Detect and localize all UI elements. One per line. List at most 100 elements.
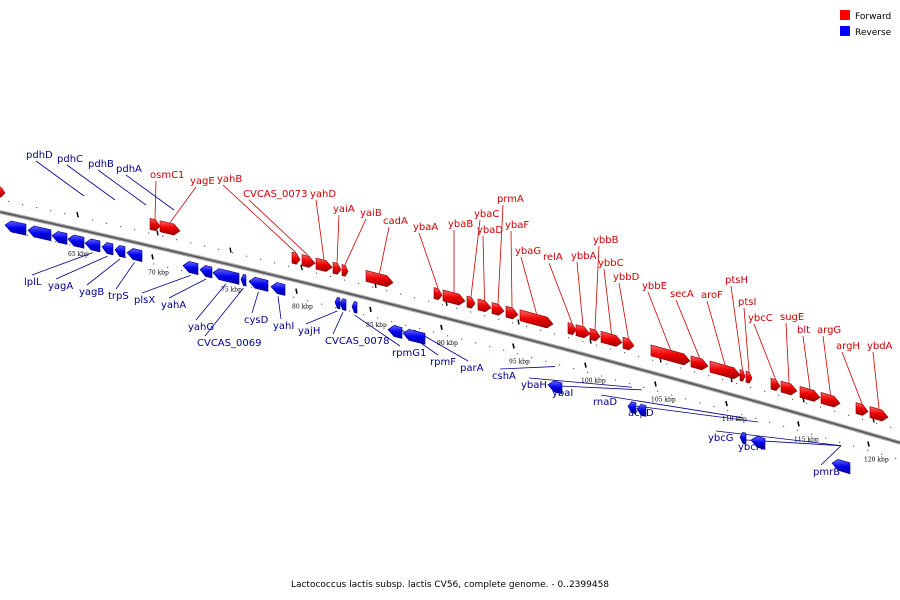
label-para[interactable]: parA — [460, 363, 484, 374]
gene-ybab-forward[interactable] — [442, 289, 466, 306]
gene-ybac-forward[interactable] — [466, 295, 476, 309]
label-cvcas-0069[interactable]: CVCAS_0069 — [197, 338, 261, 349]
gene-yahd-forward[interactable] — [315, 257, 333, 272]
gene-ybbb-forward[interactable] — [589, 328, 601, 342]
gene-reverse-18[interactable] — [402, 328, 426, 345]
gene-reverse-17[interactable] — [387, 325, 403, 339]
gene-reverse-12[interactable] — [248, 276, 269, 292]
label-ybba[interactable]: ybbA — [571, 251, 597, 262]
label-pdhd[interactable]: pdhD — [26, 150, 53, 161]
gene-reverse-9[interactable] — [199, 265, 213, 279]
label-ybbc[interactable]: ybbC — [598, 258, 624, 269]
gene-prma-forward[interactable] — [491, 302, 505, 316]
label-ybbe[interactable]: ybbE — [642, 281, 667, 292]
gene-ybag-forward[interactable] — [519, 309, 554, 329]
gene-reverse-21[interactable] — [636, 403, 647, 417]
label-yage[interactable]: yagE — [190, 176, 215, 187]
gene-reverse-2[interactable] — [51, 231, 68, 245]
gene-ybba-forward[interactable] — [575, 324, 591, 339]
label-argh[interactable]: argH — [836, 341, 860, 352]
gene-rela-forward[interactable] — [567, 322, 577, 336]
gene-reverse-8[interactable] — [182, 261, 199, 275]
gene-ybaa-forward[interactable] — [433, 287, 443, 301]
gene-ybbe-forward[interactable] — [650, 344, 691, 366]
gene-ybda-forward[interactable] — [869, 406, 889, 422]
gene-reverse-4[interactable] — [84, 238, 101, 253]
label-yaha[interactable]: yahA — [161, 300, 186, 311]
gene-yage-forward[interactable] — [159, 220, 181, 236]
label-cada[interactable]: cadA — [383, 216, 408, 227]
gene-ybbd-forward[interactable] — [622, 336, 635, 351]
label-csha[interactable]: cshA — [492, 371, 516, 382]
label-prma[interactable]: prmA — [497, 194, 524, 205]
gene-reverse-20[interactable] — [627, 401, 637, 415]
gene-reverse-24[interactable] — [831, 458, 851, 475]
label-ybag[interactable]: ybaG — [515, 246, 541, 257]
label-pdhc[interactable]: pdhC — [57, 154, 83, 165]
label-ybch[interactable]: ybcH — [738, 442, 763, 453]
label-cysd[interactable]: cysD — [244, 315, 269, 326]
label-plsx[interactable]: plsX — [134, 295, 155, 306]
label-cvcas-0078[interactable]: CVCAS_0078 — [325, 336, 389, 347]
label-ybac[interactable]: ybaC — [474, 209, 499, 220]
gene-ybcc-forward[interactable] — [770, 377, 781, 391]
gene-blt-forward[interactable] — [799, 386, 821, 402]
gene-yahb-forward[interactable] — [291, 251, 301, 265]
gene-reverse-14[interactable] — [334, 296, 341, 310]
gene-reverse-6[interactable] — [114, 245, 126, 258]
label-osmc1[interactable]: osmC1 — [150, 170, 184, 181]
label-ybaa[interactable]: ybaA — [413, 222, 438, 233]
gene-reverse-1[interactable] — [27, 225, 52, 242]
gene-ybaf-forward[interactable] — [505, 305, 519, 320]
label-argg[interactable]: argG — [817, 325, 841, 336]
label-yajh[interactable]: yajH — [298, 326, 320, 337]
label-ybai[interactable]: ybaI — [552, 388, 573, 399]
label-yahi[interactable]: yahI — [273, 321, 294, 332]
label-ybah[interactable]: ybaH — [521, 380, 547, 391]
label-pmrb[interactable]: pmrB — [813, 467, 840, 478]
label-arof[interactable]: aroF — [701, 290, 723, 301]
gene-reverse-3[interactable] — [67, 234, 85, 249]
gene-ptsh-forward[interactable] — [739, 369, 746, 382]
gene-reverse-22[interactable] — [739, 431, 747, 445]
label-trps[interactable]: trpS — [108, 291, 129, 302]
gene-reverse-15[interactable] — [339, 298, 347, 311]
label-suge[interactable]: sugE — [780, 312, 804, 323]
label-rpmg1[interactable]: rpmG1 — [392, 348, 426, 359]
gene-partial-forward-left[interactable] — [0, 186, 6, 198]
label-ybad[interactable]: ybaD — [477, 225, 503, 236]
label-ybcc[interactable]: ybcC — [748, 313, 773, 324]
label-acpd[interactable]: acpD — [628, 408, 654, 419]
gene-suge-forward[interactable] — [780, 380, 798, 396]
gene-arof-forward[interactable] — [709, 360, 741, 380]
label-ybcg[interactable]: ybcG — [708, 433, 734, 444]
label-yagb[interactable]: yagB — [79, 287, 104, 298]
label-yaia[interactable]: yaiA — [333, 204, 355, 215]
gene-reverse-11[interactable] — [240, 274, 247, 287]
label-yahb[interactable]: yahB — [217, 174, 242, 185]
label-blt[interactable]: blt — [797, 325, 810, 336]
gene-reverse-5[interactable] — [101, 242, 114, 256]
gene-reverse-10[interactable] — [212, 268, 240, 285]
label-ptsi[interactable]: ptsI — [738, 297, 756, 308]
label-pdhb[interactable]: pdhB — [88, 159, 114, 170]
label-rela[interactable]: relA — [543, 252, 563, 263]
gene-argg-forward[interactable] — [820, 392, 841, 408]
gene-reverse-16[interactable] — [351, 301, 358, 314]
gene-osmc1-forward[interactable] — [149, 218, 161, 232]
label-yahg[interactable]: yahG — [188, 322, 214, 333]
gene-ybbc-forward[interactable] — [600, 330, 623, 347]
label-ybab[interactable]: ybaB — [448, 219, 473, 230]
gene-ptsi-forward[interactable] — [745, 370, 753, 384]
label-ptsh[interactable]: ptsH — [725, 275, 748, 286]
label-rnad[interactable]: rnaD — [593, 397, 617, 408]
label-lpll[interactable]: lplL — [24, 277, 42, 288]
gene-ybad-forward[interactable] — [477, 298, 492, 313]
gene-seca-forward[interactable] — [690, 355, 709, 371]
label-rpmf[interactable]: rpmF — [430, 357, 456, 368]
gene-reverse-19[interactable] — [547, 380, 563, 395]
gene-yaib-forward[interactable] — [341, 264, 349, 277]
gene-cada-forward[interactable] — [365, 270, 394, 288]
gene-reverse-23[interactable] — [750, 435, 766, 450]
gene-argh-forward[interactable] — [855, 402, 869, 416]
